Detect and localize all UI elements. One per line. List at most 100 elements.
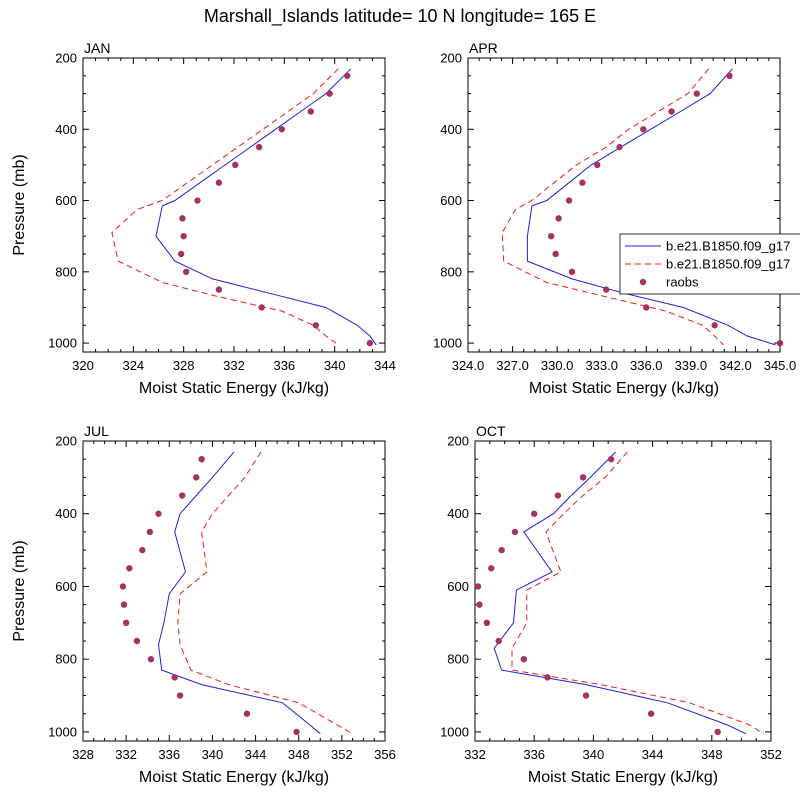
raobs-point xyxy=(171,674,178,681)
raobs-point xyxy=(565,197,573,204)
model-line-dashed xyxy=(177,451,353,735)
raobs-point xyxy=(714,728,721,736)
raobs-point xyxy=(258,304,265,311)
raobs-point xyxy=(193,474,200,481)
raobs-point xyxy=(215,286,223,293)
raobs-point xyxy=(555,215,562,222)
x-tick-label: 328 xyxy=(72,747,94,762)
x-tick-label: 328 xyxy=(173,358,195,373)
plot-frame xyxy=(82,57,386,353)
raobs-point xyxy=(278,126,286,133)
x-tick-label: 348 xyxy=(701,747,723,762)
y-tick-label: 1000 xyxy=(48,336,77,351)
raobs-point xyxy=(554,492,562,499)
raobs-point xyxy=(568,268,576,276)
raobs-point xyxy=(147,655,155,663)
raobs-point xyxy=(552,250,559,258)
y-tick-label: 1000 xyxy=(48,724,77,739)
raobs-point xyxy=(511,528,519,536)
raobs-point xyxy=(579,179,586,186)
raobs-point xyxy=(179,215,186,222)
raobs-point xyxy=(594,161,601,169)
y-tick-label: 800 xyxy=(55,264,77,279)
model-line-solid xyxy=(155,68,377,346)
y-tick-label: 200 xyxy=(447,434,469,449)
raobs-point xyxy=(194,197,201,204)
panel-oct: OCT 332 336 340 344 348 352 200 400 600 800 1000 Moi… xyxy=(440,423,782,786)
raobs-point xyxy=(179,492,186,499)
legend-label: b.e21.B1850.f09_g17 xyxy=(666,257,790,272)
raobs-point xyxy=(643,304,650,311)
y-tick-label: 400 xyxy=(447,506,469,521)
y-tick-label: 200 xyxy=(55,434,77,449)
model-line-dashed xyxy=(111,68,339,346)
raobs-point xyxy=(693,90,700,97)
model-line-dashed xyxy=(511,451,764,735)
raobs-point xyxy=(255,143,263,151)
model-line-dashed xyxy=(501,68,724,346)
raobs-point xyxy=(176,692,184,699)
raobs-point xyxy=(602,286,610,293)
plot-frame xyxy=(82,440,386,742)
raobs-point xyxy=(488,565,495,572)
panel-title: JUL xyxy=(84,423,109,439)
y-tick-label: 800 xyxy=(440,264,462,279)
legend-swatch-marker xyxy=(639,278,647,286)
panel-title: APR xyxy=(469,40,498,56)
figure-title: Marshall_Islands latitude= 10 N longitud… xyxy=(204,6,596,27)
x-axis-label: Moist Static Energy (kJ/kg) xyxy=(139,769,329,786)
y-axis-label: Pressure (mb) xyxy=(11,540,28,641)
raobs-point xyxy=(607,455,615,463)
raobs-point xyxy=(198,455,205,463)
raobs-point xyxy=(232,161,239,169)
model-line-solid xyxy=(526,68,776,346)
x-tick-label: 339.0 xyxy=(675,358,708,373)
model-line-solid xyxy=(493,451,747,735)
raobs-point xyxy=(520,655,528,663)
plot-frame xyxy=(474,440,772,742)
raobs-point xyxy=(476,601,483,608)
legend-label: b.e21.B1850.f09_g17 xyxy=(666,239,790,254)
raobs-point xyxy=(180,232,187,240)
x-tick-label: 336 xyxy=(158,747,180,762)
y-tick-label: 200 xyxy=(55,51,77,66)
x-tick-label: 342.0 xyxy=(719,358,752,373)
x-tick-label: 324 xyxy=(122,358,144,373)
model-line-solid xyxy=(157,451,321,735)
x-tick-label: 344 xyxy=(374,358,396,373)
y-tick-label: 800 xyxy=(447,652,469,667)
raobs-point xyxy=(126,565,133,572)
raobs-point xyxy=(726,72,733,80)
raobs-point xyxy=(119,583,127,590)
y-tick-label: 600 xyxy=(55,579,77,594)
raobs-point xyxy=(344,72,351,80)
x-tick-label: 324.0 xyxy=(452,358,485,373)
panel-title: JAN xyxy=(84,40,110,56)
x-tick-label: 330.0 xyxy=(541,358,574,373)
x-tick-label: 327.0 xyxy=(496,358,529,373)
raobs-point xyxy=(495,637,502,645)
x-tick-label: 333.0 xyxy=(585,358,618,373)
x-tick-label: 336 xyxy=(523,747,545,762)
raobs-point xyxy=(120,601,128,608)
x-tick-label: 345.0 xyxy=(764,358,797,373)
y-tick-label: 600 xyxy=(440,193,462,208)
raobs-point xyxy=(498,546,505,554)
raobs-point xyxy=(133,637,141,645)
x-axis-label: Moist Static Energy (kJ/kg) xyxy=(528,769,718,786)
raobs-point xyxy=(616,143,623,151)
x-tick-label: 348 xyxy=(288,747,310,762)
x-tick-label: 336 xyxy=(273,358,295,373)
raobs-point xyxy=(579,474,587,481)
raobs-point xyxy=(307,108,314,115)
panel-jan: JAN 320 324 328 332 336 340 344 200 400 600 800 1000… xyxy=(11,40,396,397)
raobs-point xyxy=(215,179,223,186)
raobs-point xyxy=(647,710,655,717)
y-tick-label: 400 xyxy=(440,122,462,137)
x-tick-label: 340 xyxy=(324,358,346,373)
raobs-point xyxy=(326,90,333,97)
x-tick-label: 320 xyxy=(72,358,94,373)
raobs-point xyxy=(483,619,491,627)
x-tick-label: 340 xyxy=(583,747,605,762)
